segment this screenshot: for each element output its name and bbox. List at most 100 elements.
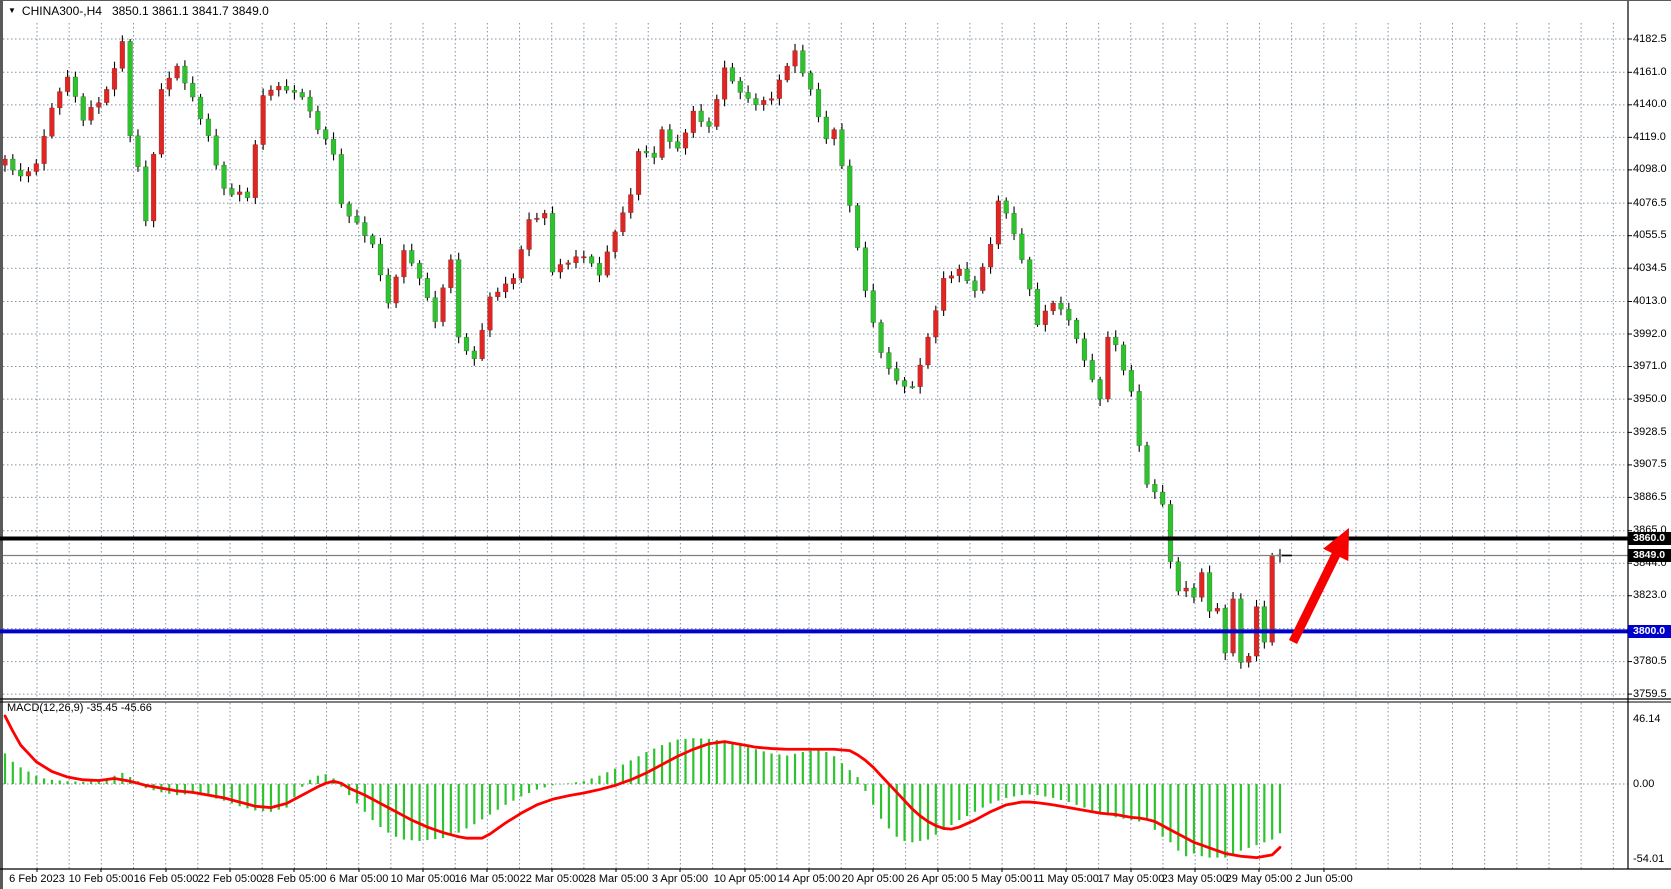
candle	[1019, 228, 1025, 264]
candle-body	[894, 368, 900, 381]
candle	[518, 245, 524, 283]
candle	[104, 86, 110, 106]
candle-body	[823, 116, 829, 140]
candle-body	[57, 91, 63, 109]
candle-body	[1027, 259, 1033, 290]
candle	[64, 70, 71, 96]
candle-body	[675, 141, 681, 149]
candle-body	[463, 336, 470, 352]
candle-body	[948, 275, 955, 279]
candle-body	[1160, 491, 1166, 505]
candle	[205, 113, 212, 142]
candle	[581, 250, 587, 263]
candle	[1261, 600, 1267, 649]
candle-body	[737, 80, 743, 93]
candle-body	[862, 247, 869, 291]
candle-body	[808, 72, 814, 90]
candle	[377, 237, 384, 282]
candle	[432, 290, 438, 329]
candle-body	[221, 164, 227, 189]
candle	[150, 152, 157, 228]
candle-body	[589, 256, 595, 264]
candle	[354, 209, 360, 225]
candle-body	[1113, 336, 1119, 346]
candle	[190, 76, 196, 102]
candle	[197, 93, 204, 125]
candle	[1230, 591, 1236, 657]
candle-body	[557, 264, 564, 273]
candle	[307, 90, 313, 118]
trend-arrow[interactable]	[1288, 528, 1349, 644]
candle	[369, 233, 376, 248]
candle-body	[909, 386, 916, 389]
candle-body	[104, 89, 110, 103]
candle	[753, 93, 759, 111]
candle	[682, 128, 689, 155]
candle	[870, 283, 876, 328]
candle-body	[549, 212, 556, 273]
candle	[612, 229, 618, 259]
candle-body	[628, 194, 634, 213]
candle	[526, 212, 532, 257]
candle	[1105, 331, 1111, 403]
candle	[338, 148, 344, 209]
candle-body	[369, 235, 376, 245]
candle-body	[487, 296, 493, 331]
candle	[714, 94, 720, 130]
candle	[690, 105, 696, 138]
ohlc-readout: 3850.1 3861.1 3841.7 3849.0	[111, 4, 269, 18]
candle-body	[1019, 233, 1025, 260]
candle	[847, 159, 853, 213]
candle	[182, 60, 188, 90]
candle-body	[635, 151, 642, 195]
candle	[174, 63, 180, 81]
candle-body	[682, 132, 689, 149]
candle	[980, 263, 986, 294]
candle	[401, 244, 407, 284]
symbol-dropdown-icon[interactable]: ▼	[8, 6, 16, 15]
candle-body	[698, 110, 704, 122]
candle	[917, 358, 923, 394]
candle-body	[565, 262, 571, 265]
axis-ticks	[36, 38, 1632, 872]
candle-body	[456, 259, 462, 338]
candle	[299, 88, 305, 100]
candle	[291, 85, 298, 100]
candle	[237, 184, 243, 202]
candle	[409, 243, 415, 267]
candle-body	[315, 110, 321, 130]
candle-body	[1089, 360, 1095, 380]
candle-body	[1120, 344, 1127, 371]
candle-body	[1152, 483, 1158, 493]
candle-body	[190, 82, 196, 98]
candle	[1136, 384, 1142, 452]
candle-body	[933, 310, 939, 338]
candle-body	[307, 96, 313, 112]
candle-body	[651, 152, 657, 158]
candle	[463, 333, 470, 355]
candle-body	[72, 76, 79, 97]
candle	[761, 96, 767, 111]
candle	[933, 305, 939, 344]
candle	[416, 260, 423, 286]
candle-body	[299, 92, 305, 98]
candle-body	[111, 68, 118, 90]
candle-body	[784, 65, 790, 81]
candle-body	[745, 92, 751, 99]
candle-body	[197, 96, 204, 120]
symbol-title: CHINA300-,H4	[21, 4, 102, 18]
candle-body	[573, 256, 579, 264]
candle-body	[96, 102, 102, 108]
candle	[534, 212, 540, 223]
candle	[565, 259, 571, 270]
candle	[972, 275, 978, 298]
candle	[424, 272, 431, 301]
candle	[1003, 197, 1009, 219]
candle	[276, 82, 282, 97]
candle	[557, 258, 564, 279]
candle	[1058, 296, 1064, 316]
candle	[244, 187, 251, 202]
candle-body	[268, 89, 274, 96]
candle-body	[956, 268, 962, 276]
